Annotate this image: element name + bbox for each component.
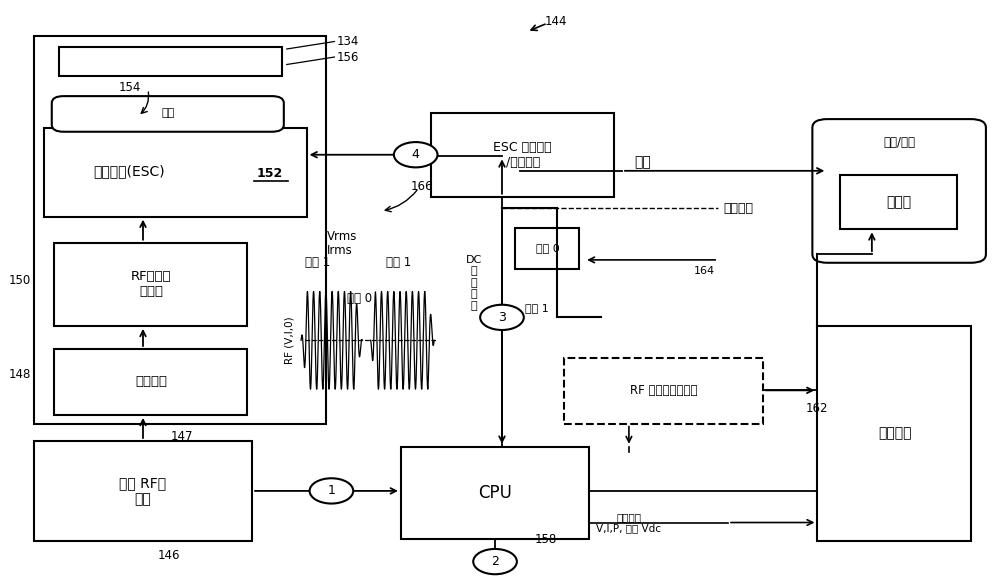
FancyBboxPatch shape [59, 47, 282, 76]
FancyBboxPatch shape [515, 229, 579, 269]
FancyBboxPatch shape [54, 243, 247, 326]
Circle shape [473, 549, 517, 574]
Text: 状态 1: 状态 1 [525, 303, 549, 312]
Text: DC
晶
片
电
压: DC 晶 片 电 压 [466, 255, 482, 311]
Text: 154: 154 [118, 81, 141, 94]
FancyBboxPatch shape [52, 96, 284, 132]
Text: 主机系统: 主机系统 [878, 426, 911, 440]
Text: 4: 4 [412, 148, 420, 161]
Circle shape [480, 305, 524, 330]
Text: 具体状态
V,I,P, 晶片 Vdc: 具体状态 V,I,P, 晶片 Vdc [596, 512, 661, 533]
Text: 晶片: 晶片 [161, 108, 174, 118]
Text: 156: 156 [336, 51, 359, 64]
Text: 158: 158 [535, 533, 557, 546]
Text: 162: 162 [805, 402, 828, 415]
Circle shape [394, 142, 438, 167]
Text: 脉冲 RF发
生器: 脉冲 RF发 生器 [119, 476, 167, 506]
Text: 静电卡盘(ESC): 静电卡盘(ESC) [93, 164, 165, 178]
Text: 2: 2 [491, 555, 499, 568]
Text: 147: 147 [171, 430, 193, 443]
Text: 计算偏压: 计算偏压 [723, 202, 753, 215]
Text: 状态 0: 状态 0 [536, 243, 559, 254]
Text: 146: 146 [158, 549, 180, 563]
Text: 150: 150 [9, 273, 31, 286]
Text: RF 传输线模型计算: RF 传输线模型计算 [630, 384, 697, 397]
Text: 164: 164 [693, 266, 714, 276]
Text: 152: 152 [257, 167, 283, 180]
FancyBboxPatch shape [564, 357, 763, 424]
Text: 匹配网络: 匹配网络 [135, 375, 167, 388]
FancyBboxPatch shape [54, 349, 247, 415]
Circle shape [310, 478, 353, 504]
Text: 发警报: 发警报 [886, 195, 911, 209]
Text: 1: 1 [327, 484, 335, 497]
Text: CPU: CPU [478, 484, 512, 501]
FancyBboxPatch shape [840, 175, 957, 230]
FancyBboxPatch shape [431, 113, 614, 196]
Text: RF (V,I,0): RF (V,I,0) [285, 317, 295, 364]
Text: 状态 0: 状态 0 [347, 292, 372, 305]
FancyBboxPatch shape [34, 36, 326, 424]
Text: Vrms: Vrms [326, 230, 357, 244]
FancyBboxPatch shape [34, 441, 252, 542]
Text: 状态 1: 状态 1 [386, 257, 411, 269]
Text: 148: 148 [9, 368, 32, 381]
Text: RF隧道偏
置壳体: RF隧道偏 置壳体 [131, 270, 171, 298]
Text: 166: 166 [411, 180, 433, 193]
Text: 144: 144 [545, 15, 567, 28]
Text: 状态 1: 状态 1 [305, 257, 330, 269]
Text: 134: 134 [336, 35, 359, 48]
FancyBboxPatch shape [401, 447, 589, 539]
FancyBboxPatch shape [812, 119, 986, 263]
FancyBboxPatch shape [817, 326, 971, 542]
FancyBboxPatch shape [44, 128, 307, 217]
Text: 时间: 时间 [634, 155, 651, 169]
Text: Irms: Irms [326, 244, 352, 257]
Text: ESC 功率供给
/偏压补偿: ESC 功率供给 /偏压补偿 [493, 141, 552, 168]
Text: 工具/主机: 工具/主机 [884, 136, 916, 149]
Text: 3: 3 [498, 311, 506, 324]
